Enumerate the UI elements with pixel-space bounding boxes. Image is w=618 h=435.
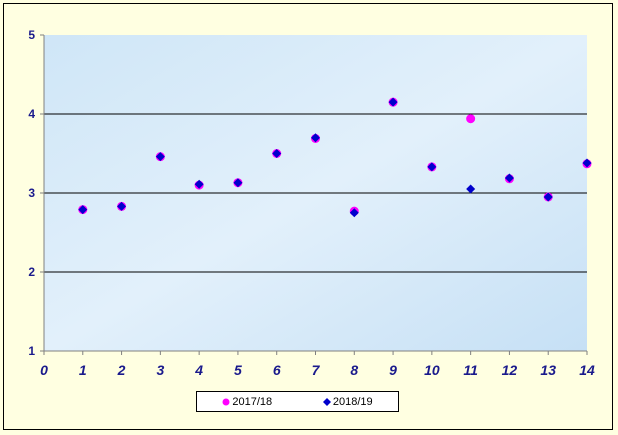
legend-label-series-2: 2018/19 [332,395,373,408]
series-2-point-1 [78,205,88,215]
legend-entry-series-2: 2018/19 [322,395,373,408]
x-tick-label-1: 1 [79,362,87,378]
x-tick-label-9: 9 [389,362,397,378]
y-tick-label-5: 5 [28,28,35,42]
series-2-point-9 [388,97,398,107]
x-tick-label-11: 11 [463,362,478,378]
series-2-point-13 [543,192,553,202]
series-2-point-3 [155,152,165,162]
series-2-point-8 [349,208,359,218]
legend-label-series-1: 2017/18 [232,395,273,408]
series-2-point-5 [233,178,243,188]
y-tick-label-2: 2 [28,265,35,279]
series-2-point-12 [504,173,514,183]
series-2-point-7 [311,133,320,143]
x-tick-label-3: 3 [156,362,164,378]
x-tick-label-7: 7 [312,362,321,378]
legend: 2017/18 2018/19 [196,391,399,412]
series-2-point-10 [427,162,437,172]
x-tick-label-12: 12 [502,362,518,378]
x-tick-label-4: 4 [194,362,203,378]
series-2-point-4 [194,179,204,189]
series-2-point-14 [582,158,592,168]
series-2-point-2 [117,201,127,211]
legend-entry-series-1: 2017/18 [222,396,272,408]
y-tick-label-1: 1 [28,344,35,358]
y-tick-label-3: 3 [28,186,35,200]
x-tick-label-2: 2 [117,362,126,378]
series-2-point-6 [272,149,282,158]
x-tick-label-6: 6 [273,362,281,378]
y-tick-label-4: 4 [28,107,35,121]
series-1-point-11 [466,114,476,124]
x-tick-label-10: 10 [424,362,440,378]
x-tick-label-0: 0 [40,362,48,378]
x-tick-label-5: 5 [234,362,242,378]
x-tick-label-14: 14 [579,362,595,378]
series-2-point-11 [466,184,476,194]
x-tick-label-8: 8 [350,362,358,378]
x-tick-label-13: 13 [540,362,556,378]
legend-circle-marker [222,398,230,405]
legend-diamond-marker [322,397,331,406]
